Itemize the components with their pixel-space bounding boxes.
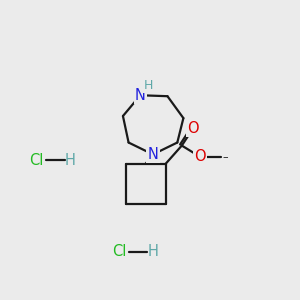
- Text: O: O: [194, 149, 206, 164]
- Text: H: H: [144, 79, 153, 92]
- Text: O: O: [187, 121, 199, 136]
- Text: H: H: [65, 153, 76, 168]
- Text: H: H: [148, 244, 158, 259]
- Text: N: N: [135, 88, 146, 103]
- Text: N: N: [148, 147, 158, 162]
- Text: Cl: Cl: [29, 153, 44, 168]
- Text: Cl: Cl: [112, 244, 126, 259]
- Text: –: –: [222, 152, 228, 162]
